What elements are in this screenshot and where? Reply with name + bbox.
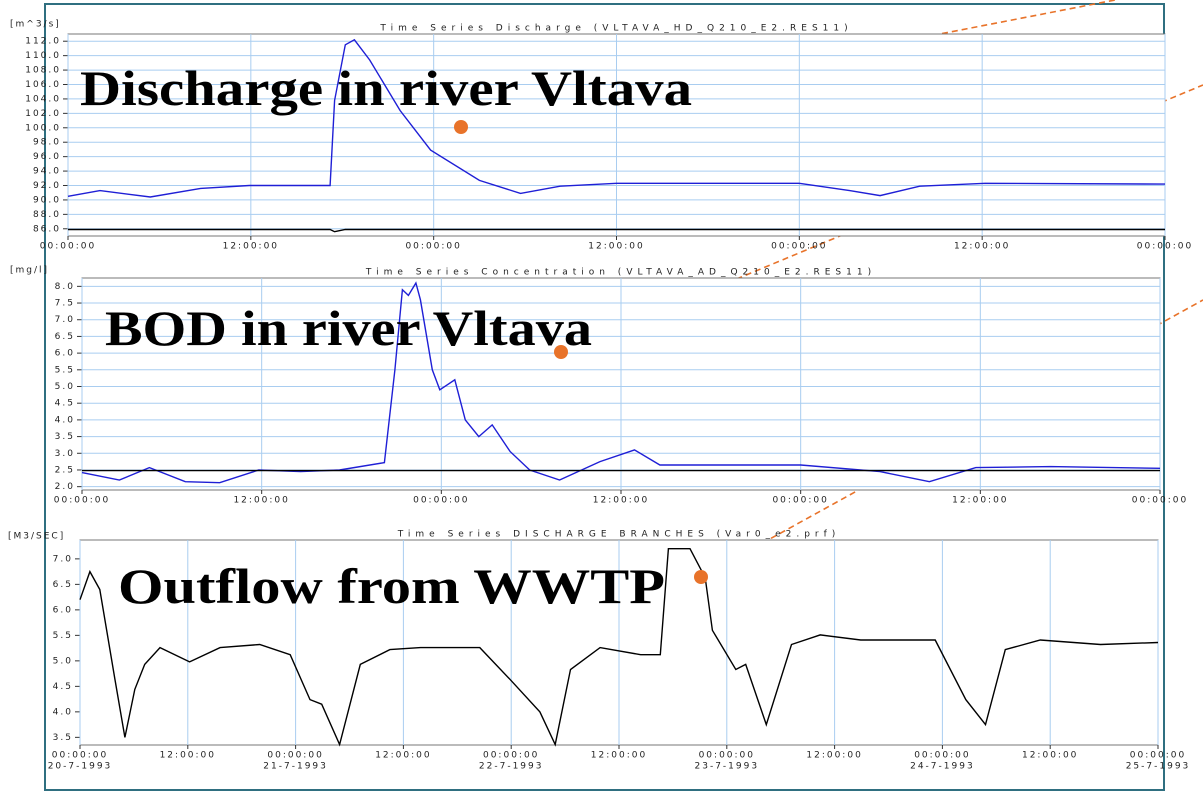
y-tick-label: 108.0 bbox=[25, 66, 61, 76]
y-tick-label: 4.5 bbox=[55, 399, 75, 409]
x-tick-label: 12:00:00 bbox=[1022, 751, 1078, 761]
x-tick-label: 00:00:00 bbox=[1137, 242, 1193, 252]
y-tick-label: 6.5 bbox=[53, 580, 73, 590]
y-tick-label: 3.5 bbox=[55, 432, 75, 442]
x-tick-label: 12:00:00 bbox=[375, 751, 431, 761]
y-tick-label: 94.0 bbox=[33, 167, 61, 177]
y-tick-label: 5.5 bbox=[55, 365, 75, 375]
y-axis-label: [M3/SEC] bbox=[8, 532, 65, 542]
y-tick-label: 92.0 bbox=[33, 181, 61, 191]
x-tick-label: 00:00:00 bbox=[771, 242, 827, 252]
x-tick-label: 00:00:00 bbox=[699, 751, 755, 761]
y-tick-label: 2.0 bbox=[55, 482, 75, 492]
y-tick-label: 4.0 bbox=[55, 415, 75, 425]
x-tick-label: 00:00:00 bbox=[267, 751, 323, 761]
y-tick-label: 7.0 bbox=[55, 315, 75, 325]
series-line bbox=[68, 228, 1165, 233]
x-tick-label: 00:00:00 bbox=[413, 496, 469, 506]
x-tick-label: 12:00:00 bbox=[954, 242, 1010, 252]
chart-title: Time Series Concentration (VLTAVA_AD_Q21… bbox=[365, 268, 876, 278]
callout-dot bbox=[554, 345, 568, 359]
x-tick-label: 00:00:00 bbox=[483, 751, 539, 761]
annotation: BOD in river Vltava bbox=[105, 300, 592, 356]
y-tick-label: 106.0 bbox=[25, 80, 61, 90]
y-tick-label: 88.0 bbox=[33, 210, 61, 220]
x-tick-label: 00:00:00 bbox=[405, 242, 461, 252]
series-line bbox=[67, 38, 1166, 198]
chart-title: Time Series DISCHARGE BRANCHES (Var0_e2.… bbox=[397, 530, 841, 540]
y-tick-label: 112.0 bbox=[25, 37, 61, 47]
y-tick-label: 4.5 bbox=[53, 682, 73, 692]
x-tick-label: 12:00:00 bbox=[593, 496, 649, 506]
y-tick-label: 110.0 bbox=[25, 51, 61, 61]
callout-dot bbox=[694, 570, 708, 584]
x-tick-label: 00:00:00 bbox=[54, 496, 110, 506]
y-axis-label: [mg/l] bbox=[10, 266, 49, 276]
y-tick-label: 7.5 bbox=[55, 299, 75, 309]
y-tick-label: 5.0 bbox=[55, 382, 75, 392]
x-tick-label: 12:00:00 bbox=[806, 751, 862, 761]
frame bbox=[44, 3, 1165, 791]
y-tick-label: 5.5 bbox=[53, 631, 73, 641]
y-tick-label: 8.0 bbox=[55, 282, 75, 292]
annotation: Discharge in river Vltava bbox=[80, 60, 692, 116]
y-tick-label: 5.0 bbox=[53, 656, 73, 666]
x-tick-date: 25-7-1993 bbox=[1126, 762, 1191, 772]
x-tick-label: 00:00:00 bbox=[1130, 751, 1186, 761]
x-tick-label: 00:00:00 bbox=[52, 751, 108, 761]
y-tick-label: 102.0 bbox=[25, 109, 61, 119]
y-axis-label: [m^3/s] bbox=[10, 20, 61, 30]
x-tick-label: 00:00:00 bbox=[772, 496, 828, 506]
y-tick-label: 98.0 bbox=[33, 138, 61, 148]
y-tick-label: 6.0 bbox=[55, 349, 75, 359]
y-tick-label: 100.0 bbox=[25, 123, 61, 133]
x-tick-date: 20-7-1993 bbox=[48, 762, 113, 772]
x-tick-label: 00:00:00 bbox=[914, 751, 970, 761]
y-tick-label: 86.0 bbox=[33, 224, 61, 234]
callout-line bbox=[700, 299, 1203, 578]
y-tick-label: 6.5 bbox=[55, 332, 75, 342]
x-tick-label: 00:00:00 bbox=[1132, 496, 1188, 506]
x-tick-label: 12:00:00 bbox=[588, 242, 644, 252]
x-tick-label: 12:00:00 bbox=[233, 496, 289, 506]
x-tick-date: 24-7-1993 bbox=[910, 762, 975, 772]
chart-title: Time Series Discharge (VLTAVA_HD_Q210_E2… bbox=[379, 24, 852, 34]
x-tick-label: 12:00:00 bbox=[223, 242, 279, 252]
x-tick-label: 12:00:00 bbox=[952, 496, 1008, 506]
series-line bbox=[79, 548, 1159, 747]
annotation: Outflow from WWTP bbox=[118, 558, 665, 614]
x-tick-date: 22-7-1993 bbox=[479, 762, 544, 772]
x-tick-label: 12:00:00 bbox=[160, 751, 216, 761]
y-tick-label: 7.0 bbox=[53, 554, 73, 564]
y-tick-label: 3.0 bbox=[55, 449, 75, 459]
x-tick-date: 21-7-1993 bbox=[263, 762, 328, 772]
y-tick-label: 104.0 bbox=[25, 94, 61, 104]
y-tick-label: 6.0 bbox=[53, 605, 73, 615]
y-tick-label: 4.0 bbox=[53, 707, 73, 717]
y-tick-label: 3.5 bbox=[53, 733, 73, 743]
y-tick-label: 96.0 bbox=[33, 152, 61, 162]
x-tick-label: 00:00:00 bbox=[40, 242, 96, 252]
callout-dot bbox=[454, 120, 468, 134]
x-tick-date: 23-7-1993 bbox=[695, 762, 760, 772]
y-tick-label: 2.5 bbox=[55, 465, 75, 475]
y-tick-label: 90.0 bbox=[33, 195, 61, 205]
x-tick-label: 12:00:00 bbox=[591, 751, 647, 761]
